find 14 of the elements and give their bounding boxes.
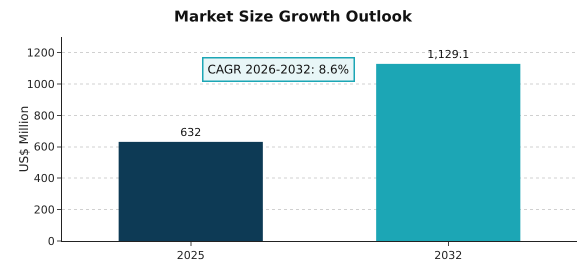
y-tick-label: 400: [34, 172, 55, 186]
y-tick-label: 1200: [26, 46, 55, 60]
data-label: 1,129.1: [427, 48, 470, 61]
x-tick-label: 2025: [176, 249, 205, 262]
y-tick-label: 0: [48, 234, 55, 248]
y-tick-label: 600: [34, 140, 55, 154]
y-tick-label: 800: [34, 109, 55, 122]
y-axis-title: US$ Million: [17, 106, 31, 172]
y-tick-label: 200: [34, 203, 55, 216]
y-tick-label: 1000: [26, 78, 55, 91]
chart-title: Market Size Growth Outlook: [174, 7, 413, 26]
data-label: 632: [180, 126, 202, 139]
x-tick-label: 2032: [434, 249, 462, 262]
annotation: CAGR 2026-2032: 8.6%: [208, 62, 350, 76]
